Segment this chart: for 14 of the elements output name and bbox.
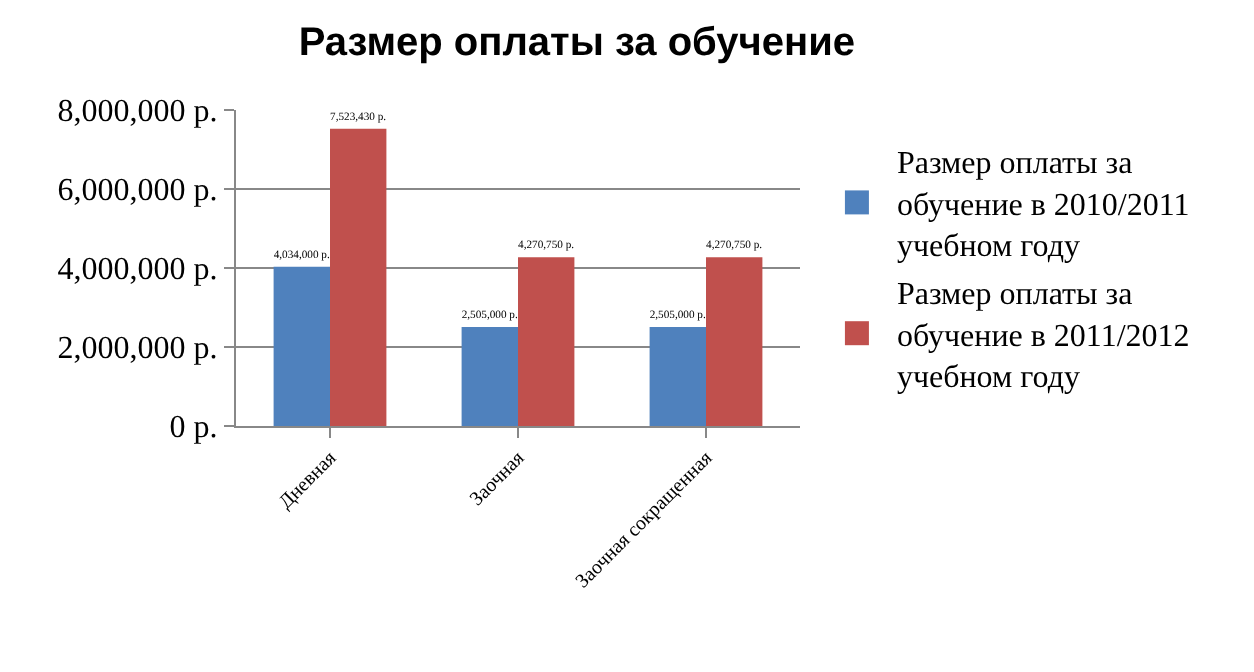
y-tick-label: 8,000,000 р. <box>57 95 218 130</box>
bar <box>518 257 575 426</box>
y-tick-label: 4,000,000 р. <box>57 253 218 288</box>
bar <box>330 128 387 426</box>
y-tick-label: 6,000,000 р. <box>57 174 218 209</box>
bar <box>649 327 706 426</box>
chart-title: Размер оплаты за обучение <box>298 20 855 65</box>
bar <box>706 257 763 426</box>
y-tick-label: 2,000,000 р. <box>57 332 218 367</box>
y-tick-label: 0 р. <box>169 411 218 446</box>
bar <box>461 327 518 426</box>
bar <box>273 266 330 426</box>
legend-label: Размер оплаты за обучение в 2010/2011 учебном году <box>896 147 1190 265</box>
legend-label: Размер оплаты за обучение в 2011/2012 учебном году <box>896 278 1190 396</box>
